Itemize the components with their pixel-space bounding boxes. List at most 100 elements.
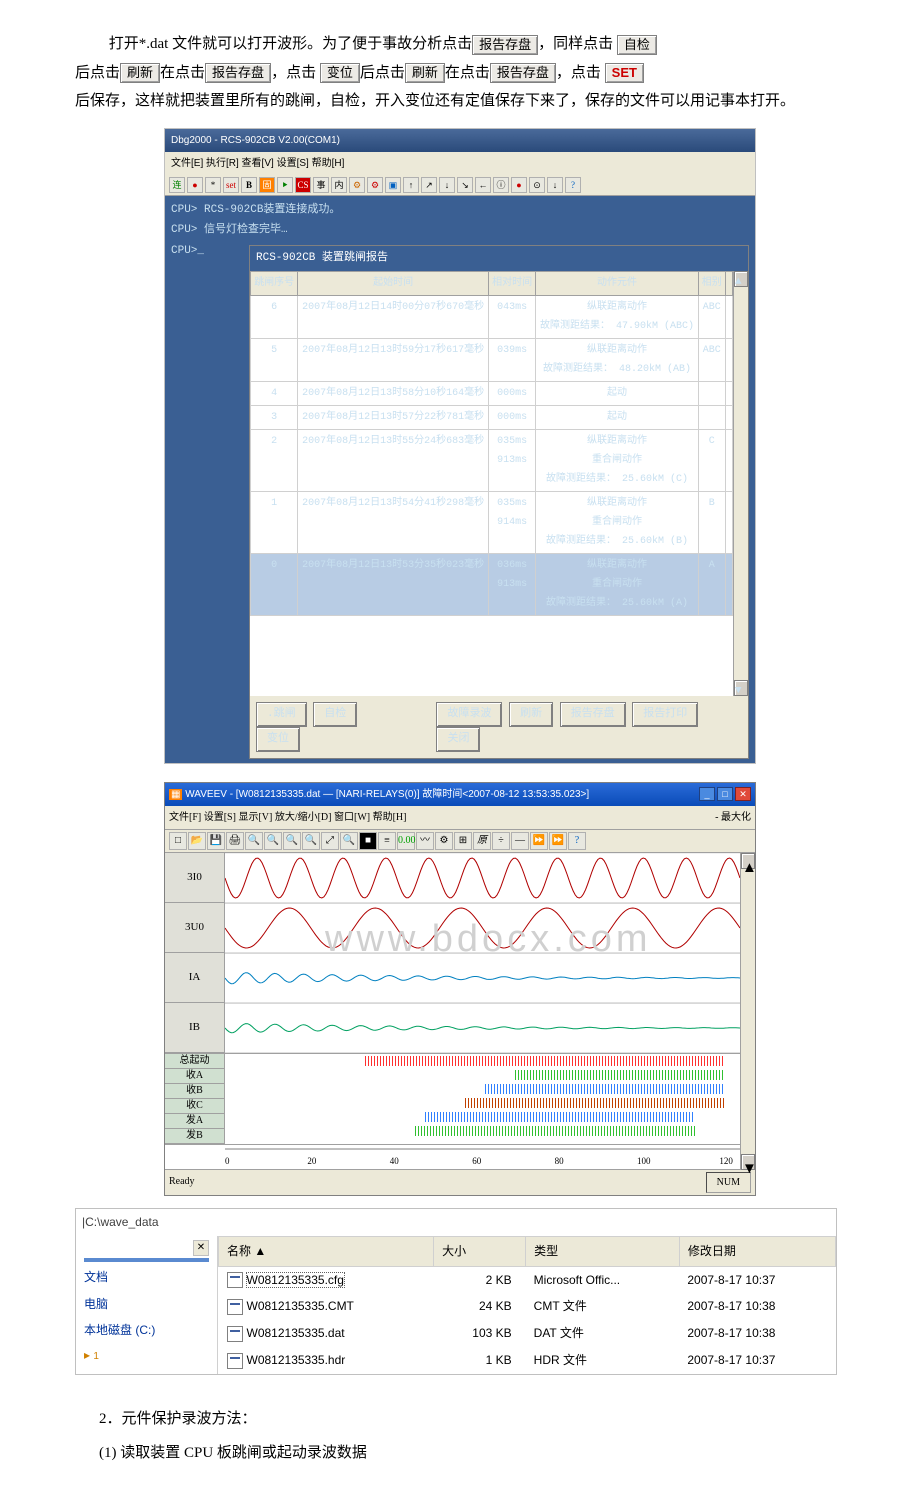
report-col-header: 相对时间 — [488, 272, 535, 296]
file-name: W0812135335.CMT — [247, 1299, 354, 1313]
waveev-maximize-link[interactable]: - 最大化 — [715, 808, 751, 827]
report-col-header — [725, 272, 732, 296]
table-row[interactable]: 22007年08月12日13时55分24秒683毫秒035ms913ms纵联距离… — [251, 430, 733, 492]
inline-btn-report-save-1[interactable]: 报告存盘 — [472, 35, 538, 55]
table-row[interactable]: 52007年08月12日13时59分17秒617毫秒039ms纵联距离动作故障测… — [251, 339, 733, 382]
waveev-scrollbar[interactable]: ▲ ▼ — [740, 853, 755, 1170]
file-col-header[interactable]: 类型 — [526, 1236, 680, 1266]
inline-btn-report-save-3[interactable]: 报告存盘 — [490, 63, 556, 83]
file-row[interactable]: W0812135335.cfg2 KBMicrosoft Offic...200… — [219, 1266, 836, 1293]
status-ready: Ready — [169, 1172, 195, 1193]
file-name: W0812135335.cfg — [247, 1273, 344, 1287]
report-button[interactable]: 报告存盘 — [560, 702, 626, 727]
time-tick-label: 20 — [307, 1153, 316, 1170]
time-tick-label: 100 — [637, 1153, 651, 1170]
analog-channel-label: 3I0 — [165, 853, 225, 903]
cpu-line-2: CPU> 信号灯检查完毕… — [171, 220, 749, 241]
dbg2000-toolbar[interactable]: 连●* setB固⯈CS事内 ⚙⚙▣ ↑↗↓↘←ⓘ ●⊙↓ ? — [165, 175, 755, 196]
waveev-window: ▦ WAVEEV - [W0812135335.dat — [NARI-RELA… — [164, 782, 756, 1196]
file-icon — [227, 1353, 243, 1369]
file-col-header[interactable]: 名称 ▲ — [219, 1236, 434, 1266]
inline-btn-refresh-1[interactable]: 刷新 — [120, 63, 160, 83]
explorer-path: |C:\wave_data — [76, 1209, 836, 1236]
digital-bar — [425, 1112, 695, 1122]
explorer-folder-link[interactable]: 文档 — [84, 1264, 209, 1291]
file-name: W0812135335.dat — [247, 1326, 345, 1340]
report-col-header: 动作元件 — [536, 272, 698, 296]
scroll-down-icon[interactable]: ▼ — [734, 680, 748, 696]
cpu-prompt: CPU>_ — [171, 241, 209, 759]
inline-btn-refresh-2[interactable]: 刷新 — [405, 63, 445, 83]
analog-waveform-plot: www.bdocx.com — [225, 853, 740, 1053]
explorer-folder-link[interactable]: 电脑 — [84, 1291, 209, 1318]
report-scrollbar[interactable]: ▲ ▼ — [733, 271, 748, 696]
report-button-bar: .跳闸 自检 变位 故障录波 刷新 报告存盘 报告打印 关闭 — [250, 696, 748, 758]
time-tick-label: 0 — [225, 1153, 230, 1170]
file-row[interactable]: W0812135335.hdr1 KBHDR 文件2007-8-17 10:37 — [219, 1347, 836, 1374]
report-button[interactable]: 故障录波 — [436, 702, 502, 727]
table-row[interactable]: 12007年08月12日13时54分41秒298毫秒035ms914ms纵联距离… — [251, 492, 733, 554]
scroll-down-icon[interactable]: ▼ — [741, 1154, 755, 1170]
report-button[interactable]: 刷新 — [509, 702, 553, 727]
file-row[interactable]: W0812135335.dat103 KBDAT 文件2007-8-17 10:… — [219, 1320, 836, 1347]
inline-btn-report-save-2[interactable]: 报告存盘 — [205, 63, 271, 83]
table-row[interactable]: 32007年08月12日13时57分22秒781毫秒000ms起动 — [251, 406, 733, 430]
report-button[interactable]: 自检 — [313, 702, 357, 727]
dbg2000-menubar[interactable]: 文件[E] 执行[R] 查看[V] 设置[S] 帮助[H] — [165, 152, 755, 175]
report-col-header: 相别 — [698, 272, 725, 296]
waveev-menu[interactable]: 文件[F] 设置[S] 显示[V] 放大/缩小[D] 窗口[W] 帮助[H] — [169, 808, 406, 827]
digital-bar — [365, 1056, 725, 1066]
explorer-close-panel-icon[interactable]: ✕ — [193, 1240, 209, 1256]
file-icon — [227, 1272, 243, 1288]
digital-bar — [465, 1098, 725, 1108]
dbg2000-window: Dbg2000 - RCS-902CB V2.00(COM1) 文件[E] 执行… — [164, 128, 756, 764]
cpu-line-1: CPU> RCS-902CB装置连接成功。 — [171, 200, 749, 221]
report-button[interactable]: 关闭 — [436, 727, 480, 752]
digital-bar — [515, 1070, 725, 1080]
waveev-toolbar[interactable]: □📂💾🖨 🔍🔍🔍🔍⤢🔍 ■≡0.00〰⚙⊞ 原÷—⏩⏩ ? — [165, 830, 755, 853]
time-tick-label: 120 — [719, 1153, 733, 1170]
digital-channel-label: 收A — [165, 1069, 225, 1084]
table-row[interactable]: 02007年08月12日13时53分35秒023毫秒036ms913ms纵联距离… — [251, 554, 733, 616]
scroll-up-icon[interactable]: ▲ — [741, 853, 755, 869]
intro-paragraph: 打开*.dat 文件就可以打开波形。为了便于事故分析点击报告存盘，同样点击 自检… — [75, 30, 845, 116]
digital-channel-label: 总起动 — [165, 1054, 225, 1069]
analog-channel-label: IB — [165, 1003, 225, 1053]
section-2-sub1: (1) 读取装置 CPU 板跳闸或起动录波数据 — [75, 1439, 845, 1468]
time-tick-label: 40 — [390, 1153, 399, 1170]
inline-btn-selfcheck[interactable]: 自检 — [617, 35, 657, 55]
file-row[interactable]: W0812135335.CMT24 KBCMT 文件2007-8-17 10:3… — [219, 1293, 836, 1320]
waveev-title: WAVEEV - [W0812135335.dat — [NARI-RELAYS… — [185, 789, 589, 800]
dbg2000-titlebar: Dbg2000 - RCS-902CB V2.00(COM1) — [165, 129, 755, 152]
close-icon[interactable]: ✕ — [735, 787, 751, 801]
analog-channel-label: 3U0 — [165, 903, 225, 953]
report-button[interactable]: 变位 — [256, 727, 300, 752]
digital-channel-label: 收B — [165, 1084, 225, 1099]
file-col-header[interactable]: 大小 — [434, 1236, 526, 1266]
inline-btn-change[interactable]: 变位 — [320, 63, 360, 83]
explorer-folder-link[interactable]: 本地磁盘 (C:) — [84, 1317, 209, 1344]
digital-channel-label: 收C — [165, 1099, 225, 1114]
file-explorer: |C:\wave_data ✕ 文档电脑本地磁盘 (C:) ▸ 1 名称 ▲大小… — [75, 1208, 837, 1375]
maximize-icon[interactable]: □ — [717, 787, 733, 801]
digital-bar — [485, 1084, 725, 1094]
waveev-icon: ▦ — [169, 789, 182, 800]
analog-channel-label: IA — [165, 953, 225, 1003]
file-col-header[interactable]: 修改日期 — [679, 1236, 835, 1266]
digital-channel-label: 发A — [165, 1114, 225, 1129]
time-axis: 0 20 40 60 80 100 120 — [225, 1145, 740, 1169]
report-col-header: 跳闸序号 — [251, 272, 298, 296]
time-tick-label: 80 — [555, 1153, 564, 1170]
time-tick-label: 60 — [472, 1153, 481, 1170]
report-title: RCS-902CB 装置跳闸报告 — [250, 246, 748, 271]
file-name: W0812135335.hdr — [247, 1353, 346, 1367]
table-row[interactable]: 42007年08月12日13时58分10秒164毫秒000ms起动 — [251, 382, 733, 406]
digital-channel-label: 发B — [165, 1129, 225, 1144]
report-col-header: 起始时间 — [298, 272, 489, 296]
report-button[interactable]: 报告打印 — [632, 702, 698, 727]
table-row[interactable]: 62007年08月12日14时00分07秒670毫秒043ms纵联距离动作故障测… — [251, 296, 733, 339]
scroll-up-icon[interactable]: ▲ — [734, 271, 748, 287]
inline-btn-set[interactable]: SET — [605, 63, 644, 83]
minimize-icon[interactable]: _ — [699, 787, 715, 801]
report-button[interactable]: .跳闸 — [256, 702, 307, 727]
